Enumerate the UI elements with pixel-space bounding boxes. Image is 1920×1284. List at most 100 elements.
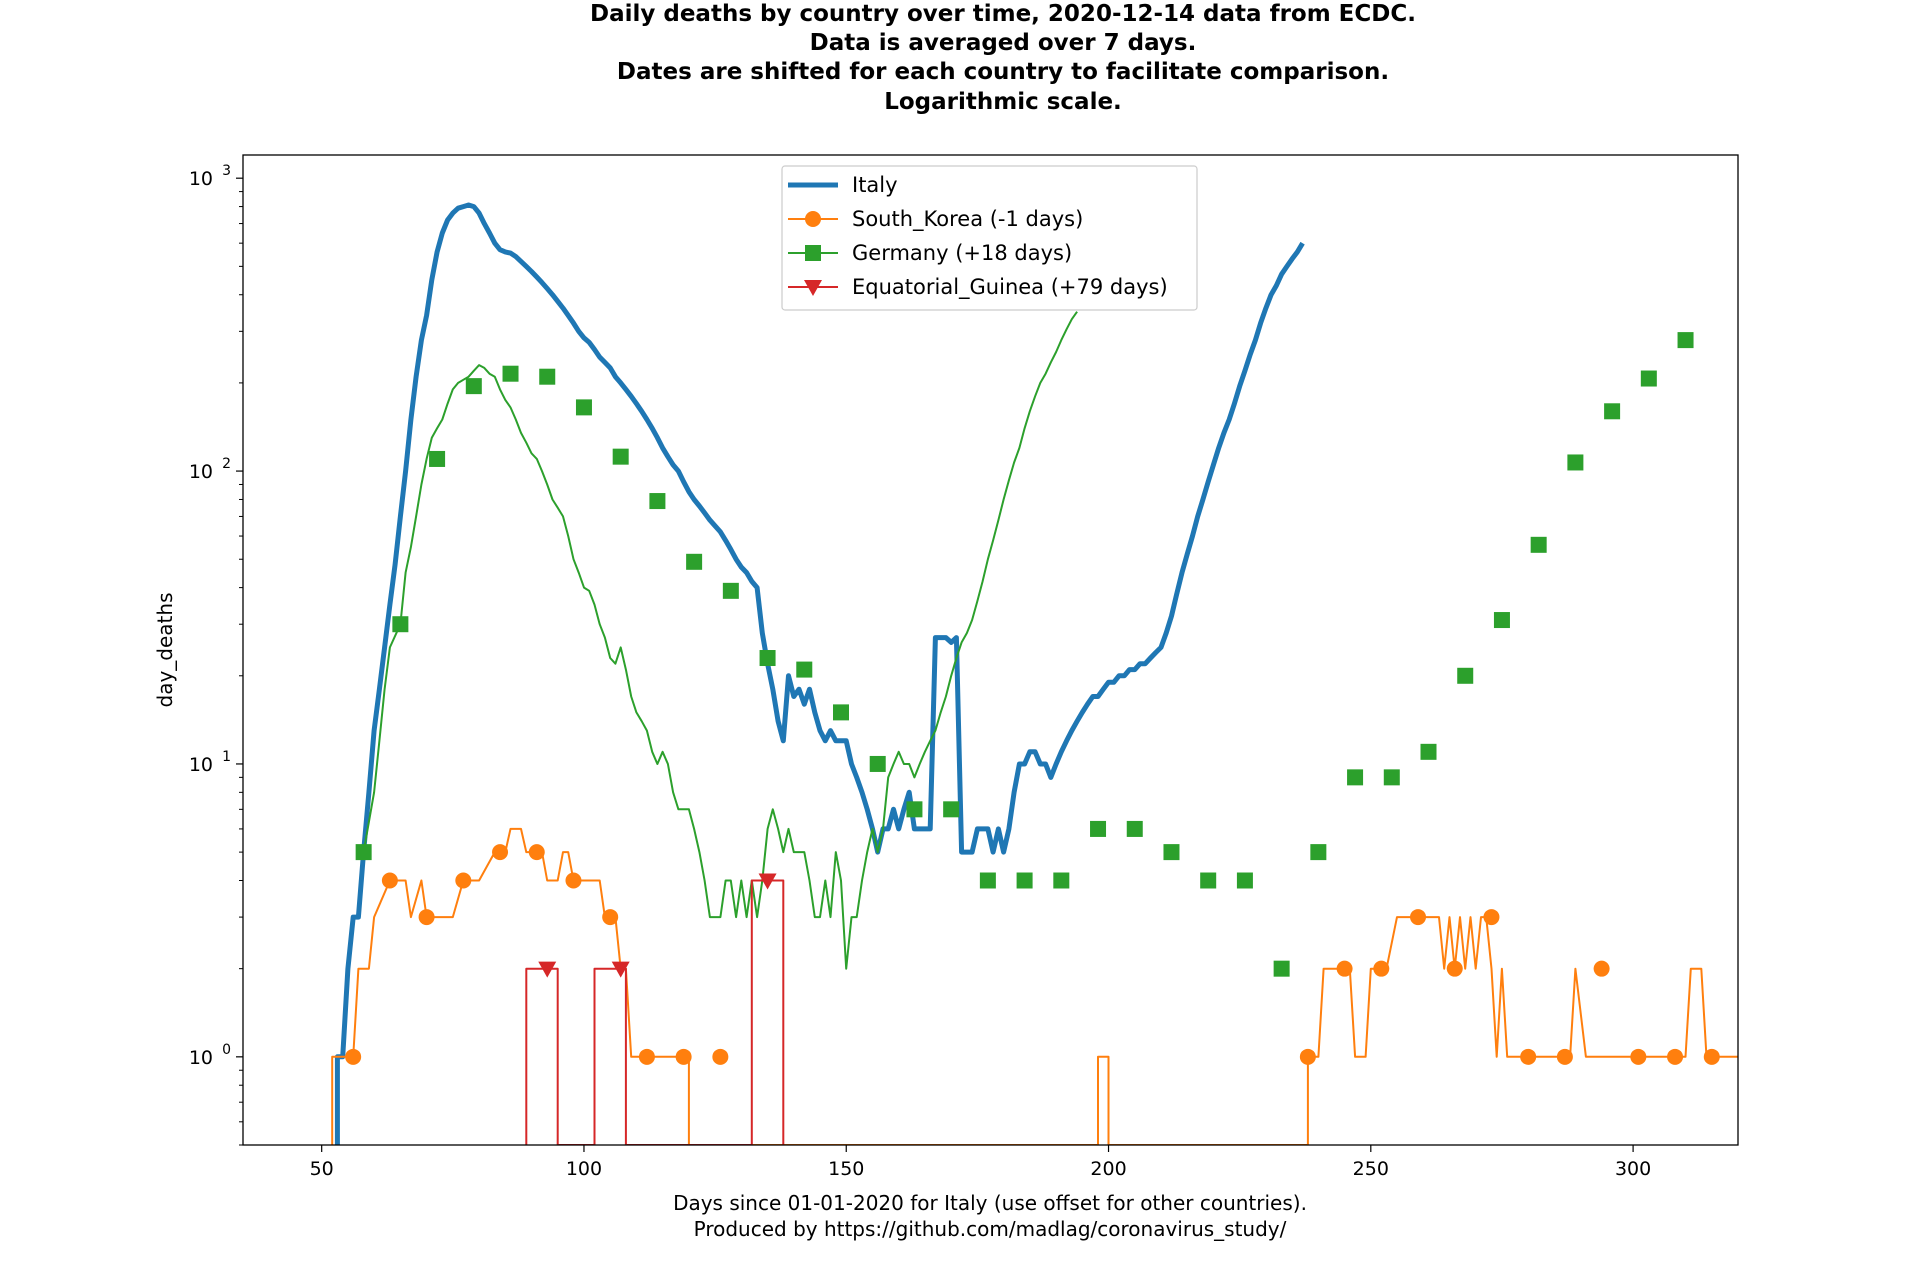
- plot-frame: [242, 154, 1739, 1146]
- x-axis-label-line-1: Days since 01-01-2020 for Italy (use off…: [673, 1191, 1307, 1215]
- data-point: [1310, 844, 1327, 861]
- y-axis-label: day_deaths: [153, 593, 177, 708]
- x-tick-label: 50: [310, 1158, 334, 1180]
- data-point: [1630, 1048, 1647, 1065]
- data-point: [1163, 844, 1180, 861]
- legend-marker: [805, 211, 821, 227]
- data-point: [565, 872, 582, 889]
- x-tick-label: 300: [1615, 1158, 1651, 1180]
- data-point: [833, 704, 849, 721]
- legend-entry: Italy: [788, 173, 898, 197]
- chart-title-line-1: Daily deaths by country over time, 2020-…: [590, 1, 1416, 27]
- data-point: [1383, 769, 1400, 786]
- data-point: [638, 1048, 655, 1065]
- chart-legend: Italy South_Korea (-1 days) Germany (+18 d…: [781, 165, 1198, 311]
- legend-label: Equatorial_Guinea (+79 days): [852, 275, 1168, 300]
- data-point: [758, 873, 777, 890]
- data-point: [528, 844, 545, 861]
- data-point: [611, 961, 630, 978]
- data-point: [492, 844, 509, 861]
- data-point: [943, 801, 960, 818]
- y-tick-label: 10: [189, 461, 213, 483]
- legend-entry: South_Korea (-1 days): [788, 207, 1083, 232]
- x-axis-label-line-2: Produced by https://github.com/madlag/co…: [694, 1217, 1287, 1241]
- y-tick-exponent: 2: [222, 456, 231, 472]
- data-point: [1236, 872, 1253, 889]
- legend-marker: [805, 245, 821, 261]
- data-point: [979, 872, 996, 889]
- data-point: [1090, 820, 1107, 837]
- series-1: [331, 827, 1738, 1145]
- data-point: [1457, 667, 1474, 684]
- data-point: [1273, 960, 1290, 977]
- data-point: [649, 493, 666, 510]
- series-3: [525, 873, 785, 1145]
- data-point: [602, 909, 619, 926]
- data-point: [1530, 536, 1547, 553]
- data-point: [1126, 820, 1143, 837]
- data-point: [1567, 454, 1584, 471]
- legend-label: Italy: [852, 173, 898, 197]
- data-point: [1410, 909, 1427, 926]
- data-point: [539, 368, 556, 385]
- chart-title-line-4: Logarithmic scale.: [884, 89, 1122, 115]
- data-point: [575, 399, 592, 416]
- y-tick-label: 10: [189, 1047, 213, 1069]
- data-point: [418, 909, 435, 926]
- data-point: [1373, 960, 1390, 977]
- x-tick-label: 100: [566, 1158, 602, 1180]
- legend-box: [781, 165, 1198, 311]
- legend-label: South_Korea (-1 days): [852, 207, 1083, 232]
- x-tick-label: 200: [1090, 1158, 1126, 1180]
- data-point: [455, 872, 472, 889]
- data-point: [381, 872, 398, 889]
- data-point: [1604, 403, 1621, 420]
- legend-entry: Germany (+18 days): [788, 241, 1072, 265]
- data-point: [1493, 612, 1510, 629]
- y-tick-label: 10: [189, 168, 213, 190]
- y-axis: 10 0 10 1 10 2 10 3: [189, 163, 243, 1146]
- data-point: [1556, 1048, 1573, 1065]
- data-point: [1703, 1048, 1720, 1065]
- legend-marker: [804, 280, 822, 296]
- data-point: [1483, 909, 1500, 926]
- plot-series: [331, 202, 1738, 1145]
- y-tick-label: 10: [189, 754, 213, 776]
- data-point: [392, 616, 409, 633]
- data-point: [502, 365, 519, 382]
- data-point: [686, 553, 703, 570]
- data-point: [612, 448, 629, 465]
- data-point: [345, 1048, 362, 1065]
- data-point: [1053, 872, 1070, 889]
- chart-title: Daily deaths by country over time, 2020-…: [590, 1, 1416, 115]
- data-point: [759, 650, 776, 667]
- series-line: [525, 879, 785, 1145]
- data-point: [796, 661, 813, 678]
- series-0: [334, 202, 1305, 1145]
- chart-title-line-3: Dates are shifted for each country to fa…: [617, 59, 1389, 85]
- data-point: [1640, 370, 1657, 387]
- x-tick-label: 150: [828, 1158, 864, 1180]
- data-point: [1446, 960, 1463, 977]
- legend-entry: Equatorial_Guinea (+79 days): [788, 275, 1168, 300]
- series-line: [334, 202, 1305, 1145]
- legend-label: Germany (+18 days): [852, 241, 1072, 265]
- data-point: [538, 961, 557, 978]
- series-line: [362, 311, 1078, 970]
- data-point: [1200, 872, 1217, 889]
- series-line: [331, 827, 1738, 1145]
- data-point: [869, 755, 886, 772]
- series-2: [355, 311, 1694, 977]
- y-tick-exponent: 1: [222, 749, 231, 765]
- data-point: [1336, 960, 1353, 977]
- data-point: [722, 582, 739, 599]
- data-point: [355, 844, 372, 861]
- data-point: [1299, 1048, 1316, 1065]
- data-point: [465, 378, 482, 395]
- data-point: [712, 1048, 729, 1065]
- data-point: [906, 801, 923, 818]
- data-point: [1677, 332, 1694, 349]
- data-point: [1016, 872, 1033, 889]
